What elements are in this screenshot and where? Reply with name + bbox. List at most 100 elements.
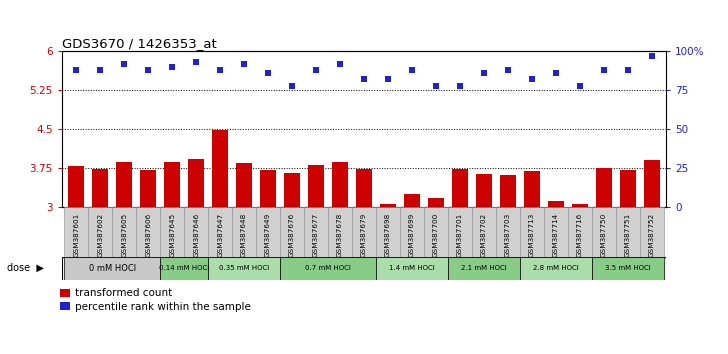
Text: GSM387645: GSM387645: [169, 213, 175, 257]
Text: GSM387752: GSM387752: [649, 213, 654, 257]
Bar: [592, 257, 664, 280]
Text: 0.35 mM HOCl: 0.35 mM HOCl: [219, 265, 269, 271]
Text: GSM387602: GSM387602: [98, 213, 103, 257]
Bar: [328, 207, 352, 257]
Bar: [472, 207, 496, 257]
Point: [167, 64, 178, 70]
Text: 2.1 mM HOCl: 2.1 mM HOCl: [461, 265, 507, 271]
Bar: [352, 207, 376, 257]
Point: [334, 61, 346, 67]
Bar: [592, 207, 616, 257]
Point: [238, 61, 250, 67]
Bar: [572, 205, 587, 207]
Bar: [476, 175, 491, 207]
Point: [310, 67, 322, 73]
Bar: [548, 201, 563, 207]
Point: [286, 83, 298, 88]
Bar: [568, 207, 592, 257]
Bar: [544, 207, 568, 257]
Text: GSM387649: GSM387649: [265, 213, 271, 257]
Text: GSM387751: GSM387751: [625, 213, 630, 257]
Point: [646, 53, 657, 59]
Text: dose  ▶: dose ▶: [7, 263, 44, 273]
Text: GSM387701: GSM387701: [457, 213, 463, 257]
Point: [382, 76, 394, 82]
Bar: [280, 207, 304, 257]
Text: 3.5 mM HOCl: 3.5 mM HOCl: [605, 265, 651, 271]
Text: 0.7 mM HOCl: 0.7 mM HOCl: [305, 265, 351, 271]
Point: [598, 67, 609, 73]
Bar: [640, 207, 664, 257]
Bar: [520, 257, 592, 280]
Legend: transformed count, percentile rank within the sample: transformed count, percentile rank withi…: [60, 289, 251, 312]
Bar: [284, 173, 300, 207]
Bar: [376, 257, 448, 280]
Point: [430, 83, 442, 88]
Text: GSM387646: GSM387646: [193, 213, 199, 257]
Text: GSM387606: GSM387606: [145, 213, 151, 257]
Point: [262, 70, 274, 76]
Text: GSM387714: GSM387714: [553, 213, 559, 257]
Bar: [304, 207, 328, 257]
Point: [95, 67, 106, 73]
Text: GSM387700: GSM387700: [433, 213, 439, 257]
Bar: [184, 207, 208, 257]
Bar: [380, 205, 396, 207]
Bar: [208, 257, 280, 280]
Bar: [308, 165, 324, 207]
Text: GSM387605: GSM387605: [122, 213, 127, 257]
Text: GSM387601: GSM387601: [74, 213, 79, 257]
Bar: [400, 207, 424, 257]
Text: 1.4 mM HOCl: 1.4 mM HOCl: [389, 265, 435, 271]
Bar: [189, 159, 204, 207]
Bar: [208, 207, 232, 257]
Bar: [500, 176, 515, 207]
Bar: [160, 207, 184, 257]
Point: [478, 70, 490, 76]
Bar: [88, 207, 112, 257]
Bar: [496, 207, 520, 257]
Bar: [616, 207, 640, 257]
Bar: [213, 130, 228, 207]
Point: [454, 83, 466, 88]
Text: 0 mM HOCl: 0 mM HOCl: [89, 264, 136, 273]
Bar: [160, 257, 208, 280]
Bar: [112, 207, 136, 257]
Point: [190, 59, 202, 65]
Bar: [64, 257, 160, 280]
Text: GSM387698: GSM387698: [385, 213, 391, 257]
Point: [119, 61, 130, 67]
Text: 0.14 mM HOCl: 0.14 mM HOCl: [159, 265, 209, 271]
Text: GSM387702: GSM387702: [481, 213, 487, 257]
Bar: [165, 162, 180, 207]
Bar: [356, 169, 372, 207]
Bar: [332, 162, 348, 207]
Bar: [232, 207, 256, 257]
Bar: [116, 162, 132, 207]
Point: [143, 67, 154, 73]
Text: GSM387678: GSM387678: [337, 213, 343, 257]
Point: [574, 83, 585, 88]
Text: GSM387713: GSM387713: [529, 213, 535, 257]
Point: [71, 67, 82, 73]
Point: [526, 76, 538, 82]
Bar: [237, 163, 252, 207]
Bar: [452, 169, 467, 207]
Bar: [68, 166, 84, 207]
Bar: [64, 207, 88, 257]
Point: [406, 67, 418, 73]
Bar: [141, 170, 156, 207]
Bar: [520, 207, 544, 257]
Bar: [644, 160, 660, 207]
Point: [358, 76, 370, 82]
Text: 2.8 mM HOCl: 2.8 mM HOCl: [533, 265, 579, 271]
Point: [622, 67, 633, 73]
Bar: [596, 168, 612, 207]
Text: GSM387750: GSM387750: [601, 213, 606, 257]
Bar: [620, 170, 636, 207]
Bar: [448, 257, 520, 280]
Bar: [376, 207, 400, 257]
Text: GSM387677: GSM387677: [313, 213, 319, 257]
Text: GSM387699: GSM387699: [409, 213, 415, 257]
Text: GSM387676: GSM387676: [289, 213, 295, 257]
